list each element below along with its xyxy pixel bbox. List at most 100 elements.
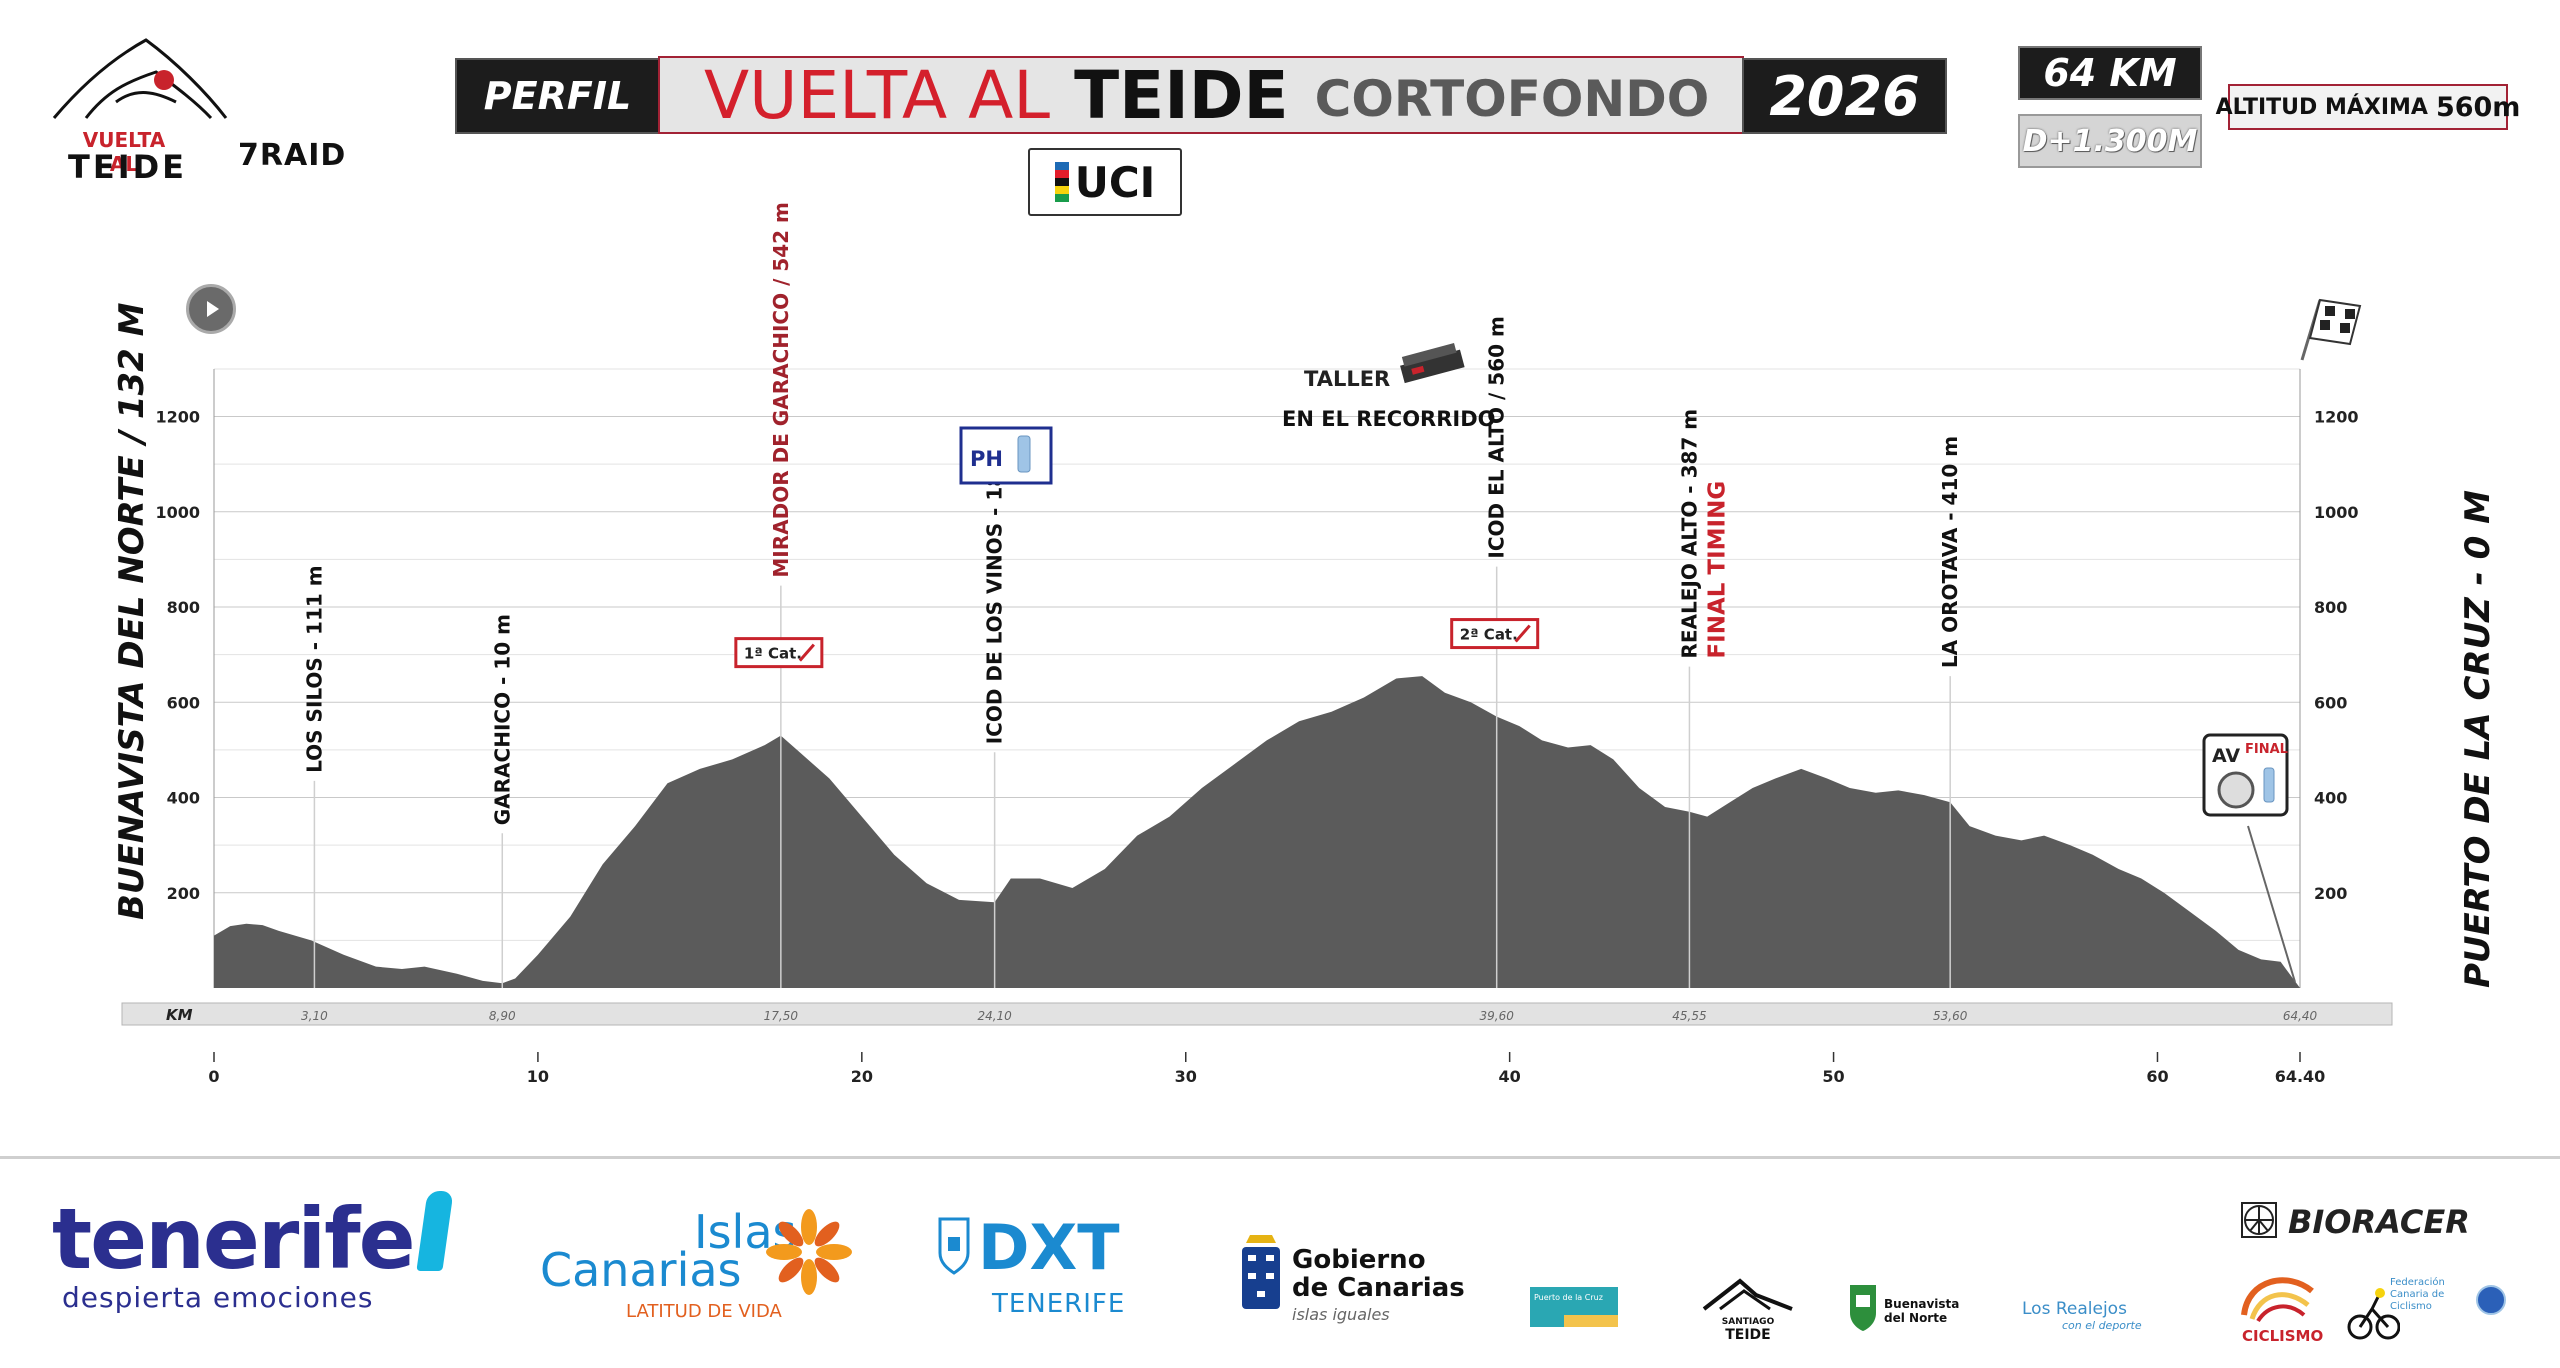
tenerife-logo: tenerife despierta emociones — [52, 1190, 462, 1317]
toolbox-icon — [1400, 342, 1465, 384]
shield-icon — [938, 1217, 970, 1275]
km-band-mark: 45,55 — [1672, 1009, 1706, 1023]
bioracer-logo: BIORACER — [2240, 1201, 2470, 1251]
crest-icon — [1242, 1235, 1280, 1309]
water-point-ph: PH — [959, 426, 1053, 485]
y-tick-label-right: 400 — [2314, 789, 2347, 808]
buenavista-line1: Buenavista — [1884, 1297, 1960, 1311]
climb-pencil-icon — [798, 643, 815, 662]
santiago-line2: TEIDE — [1725, 1327, 1771, 1343]
x-tick-label: 50 — [1822, 1067, 1844, 1086]
logo-line1: VUELTA AL — [82, 128, 166, 176]
canarias-word: Canarias — [540, 1243, 742, 1297]
santiago-del-teide-logo: SANTIAGO TEIDE — [1700, 1277, 1796, 1347]
max-altitude-badge: ALTITUD MÁXIMA 560m — [2216, 84, 2520, 130]
mountain-icon — [1702, 1278, 1793, 1311]
federacion-label: Federación Canaria de Ciclismo — [2390, 1277, 2445, 1312]
puerto-sun-strip — [1564, 1315, 1618, 1327]
distance-badge: 64 KM — [2018, 46, 2202, 100]
uci-badge: UCI — [1028, 148, 1182, 216]
year-badge: 2026 — [1742, 58, 1947, 134]
x-tick-label: 0 — [208, 1067, 219, 1086]
buenavista-logo: Buenavista del Norte — [1848, 1283, 1960, 1343]
y-tick-label-right: 1000 — [2314, 503, 2359, 522]
tenerife-wordmark: tenerife — [52, 1190, 416, 1288]
shield-crest-icon — [1850, 1285, 1876, 1331]
y-tick-label-left: 600 — [167, 693, 200, 712]
islas-tagline: LATITUD DE VIDA — [626, 1301, 782, 1322]
marker-label: LA OROTAVA - 410 m — [1938, 436, 1962, 668]
elevation-profile-area — [214, 676, 2300, 988]
km-band-mark: 64,40 — [2283, 1009, 2318, 1023]
mechanic-service: TALLER EN EL RECORRIDO — [1282, 342, 1496, 431]
title-black: TEIDE — [1074, 56, 1289, 134]
dxt-wordmark: DXT — [978, 1211, 1120, 1284]
km-band-mark: 24,10 — [977, 1009, 1012, 1023]
realejos-line1: Los Realejos — [2022, 1299, 2127, 1319]
x-tick-label: 60 — [2146, 1067, 2168, 1086]
x-tick-label: 20 — [851, 1067, 873, 1086]
realejos-line2: con el deporte — [2062, 1319, 2142, 1332]
federacion-logo: Federación Canaria de Ciclismo — [2346, 1277, 2476, 1347]
final-label: FINAL — [2245, 742, 2288, 757]
ciclismo-label: CICLISMO — [2242, 1327, 2324, 1345]
play-icon — [207, 301, 219, 317]
climb-category-label: 2ª Cat. — [1460, 626, 1518, 644]
y-tick-label-right: 800 — [2314, 598, 2347, 617]
climb-category-badge — [734, 637, 824, 669]
taller-sublabel: EN EL RECORRIDO — [1282, 407, 1496, 431]
sun-flower-icon — [766, 1209, 852, 1295]
climb-category-label: 1ª Cat. — [744, 645, 802, 663]
title-red: VUELTA AL — [704, 56, 1051, 134]
bioracer-wordmark: BIORACER — [2288, 1203, 2470, 1241]
title-grey: CORTOFONDO — [1314, 70, 1710, 128]
km-band — [121, 1002, 2393, 1026]
cyclist-icon — [2347, 1288, 2400, 1340]
gobierno-line1: Gobierno — [1292, 1245, 1426, 1275]
perfil-label: PERFIL — [455, 58, 660, 134]
vitruvian-icon — [2241, 1202, 2277, 1238]
tenerife-tagline: despierta emociones — [62, 1281, 374, 1314]
y-tick-label-left: 200 — [167, 884, 200, 903]
sponsors-footer: tenerife despierta emociones Islas Canar… — [0, 1156, 2560, 1368]
km-band-mark: 3,10 — [301, 1009, 328, 1023]
km-band-mark: 17,50 — [764, 1009, 799, 1023]
km-band-mark: 8,90 — [489, 1009, 516, 1023]
max-alt-label: ALTITUD MÁXIMA — [2215, 94, 2428, 120]
elevation-gain-badge: D+1.300M — [2018, 114, 2202, 168]
y-tick-label-right: 200 — [2314, 884, 2347, 903]
play-button[interactable] — [186, 284, 236, 334]
uci-label: UCI — [1074, 157, 1156, 207]
food-point-av-final: AV FINAL — [2202, 733, 2296, 983]
y-tick-label-right: 1200 — [2314, 408, 2359, 427]
puerto-de-la-cruz-logo: Puerto de la Cruz — [1530, 1287, 1618, 1327]
x-tick-label: 40 — [1499, 1067, 1521, 1086]
marker-label: MIRADOR DE GARACHICO / 542 m — [769, 202, 793, 578]
buenavista-line2: del Norte — [1884, 1311, 1948, 1325]
final-timing-label: FINAL TIMING — [1704, 481, 1730, 659]
water-bottle-icon — [1017, 435, 1031, 473]
puerto-label: Puerto de la Cruz — [1534, 1293, 1603, 1302]
santiago-line1: SANTIAGO — [1721, 1317, 1775, 1327]
cycling-swirl-icon — [2241, 1277, 2314, 1323]
km-band-label: KM — [166, 1006, 193, 1024]
globe-logo-icon — [2476, 1285, 2506, 1315]
climb-pencil-icon — [1514, 624, 1531, 643]
y-tick-label-left: 1000 — [155, 503, 200, 522]
gobierno-tagline: islas iguales — [1292, 1305, 1390, 1324]
mountain-cyclist-icon — [52, 38, 228, 120]
bottle-icon — [2263, 767, 2275, 803]
ciclismo-logo: CICLISMO — [2230, 1271, 2330, 1351]
marker-label: GARACHICO - 10 m — [490, 614, 514, 825]
partner-logo: 7RAID — [238, 138, 347, 173]
page-title: VUELTA AL TEIDE CORTOFONDO — [658, 56, 1744, 134]
event-logo: VUELTA AL TEIDE — [46, 32, 236, 186]
y-tick-label-left: 800 — [167, 598, 200, 617]
ph-label: PH — [970, 447, 1003, 471]
dxt-subtitle: TENERIFE — [992, 1289, 1126, 1319]
max-alt-value: 560m — [2435, 91, 2521, 123]
islas-canarias-logo: Islas Canarias LATITUD DE VIDA — [540, 1205, 860, 1325]
dxt-tenerife-logo: DXT TENERIFE — [938, 1211, 1138, 1337]
marker-label: ICOD EL ALTO / 560 m — [1485, 316, 1509, 558]
